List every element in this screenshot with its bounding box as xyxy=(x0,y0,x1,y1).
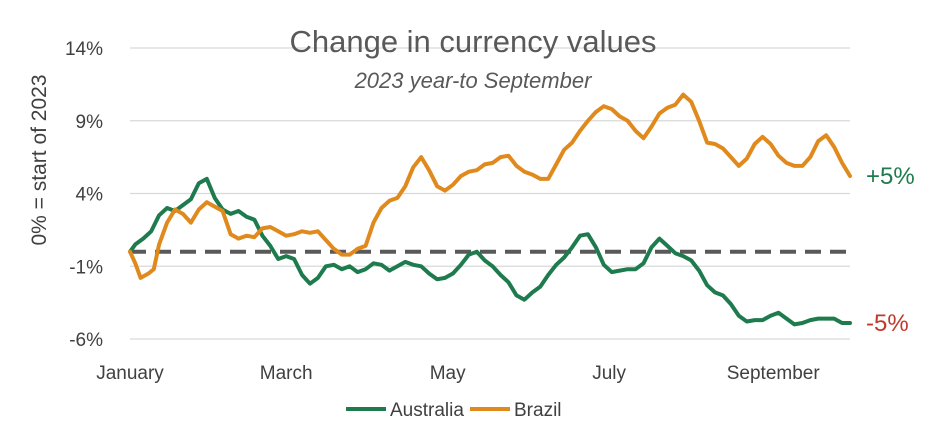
chart-subtitle: 2023 year-to September xyxy=(354,68,594,93)
series-line-brazil xyxy=(128,92,852,280)
end-label-brazil: +5% xyxy=(866,163,915,190)
end-label-australia: -5% xyxy=(866,310,909,337)
chart-title: Change in currency values xyxy=(289,24,656,59)
legend-label-australia: Australia xyxy=(390,400,464,421)
y-tick-label: 14% xyxy=(65,39,103,60)
x-tick-label: March xyxy=(260,363,313,384)
x-tick-label: January xyxy=(96,363,164,384)
x-tick-label: September xyxy=(727,363,821,384)
legend-label-brazil: Brazil xyxy=(514,400,562,421)
y-tick-label: -1% xyxy=(69,257,103,278)
series-lines xyxy=(128,92,852,327)
y-tick-label: 4% xyxy=(76,185,104,206)
x-tick-label: May xyxy=(430,363,466,384)
end-labels: -5% +5% xyxy=(866,163,915,337)
y-tick-labels: 14% 9% 4% -1% -6% xyxy=(65,39,103,351)
y-tick-label: -6% xyxy=(69,330,103,351)
x-tick-label: July xyxy=(592,363,626,384)
y-axis-label: 0% = start of 2023 xyxy=(28,74,51,245)
y-tick-label: 9% xyxy=(76,112,104,133)
legend: Australia Brazil xyxy=(346,400,562,421)
series-line-australia xyxy=(128,176,852,327)
x-tick-labels: January March May July September xyxy=(96,363,820,384)
gridlines xyxy=(130,47,850,340)
